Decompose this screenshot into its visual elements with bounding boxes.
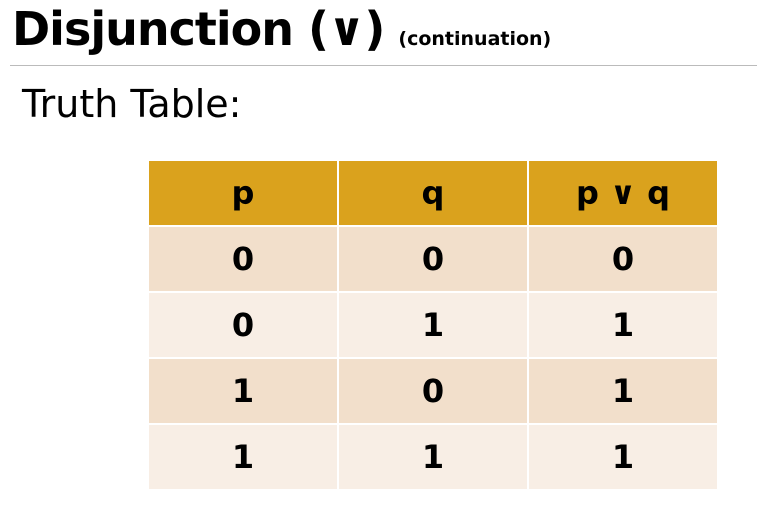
column-header: q [337, 159, 529, 227]
table-cell: 1 [337, 291, 529, 359]
table-cell: 0 [147, 291, 339, 359]
table-cell: 0 [147, 225, 339, 293]
table-cell: 1 [527, 291, 719, 359]
table-cell: 1 [527, 357, 719, 425]
table-cell: 0 [337, 357, 529, 425]
table-cell: 0 [527, 225, 719, 293]
title-line: Disjunction (∨) (continuation) [12, 2, 551, 56]
section-label: Truth Table: [22, 82, 242, 126]
table-cell: 1 [147, 423, 339, 491]
title: Disjunction (∨) [12, 2, 385, 56]
column-header: p ∨ q [527, 159, 719, 227]
subtitle: (continuation) [398, 28, 552, 50]
table-cell: 1 [147, 357, 339, 425]
table-cell: 0 [337, 225, 529, 293]
table-cell: 1 [337, 423, 529, 491]
divider [10, 65, 757, 66]
table-cell: 1 [527, 423, 719, 491]
column-header: p [147, 159, 339, 227]
